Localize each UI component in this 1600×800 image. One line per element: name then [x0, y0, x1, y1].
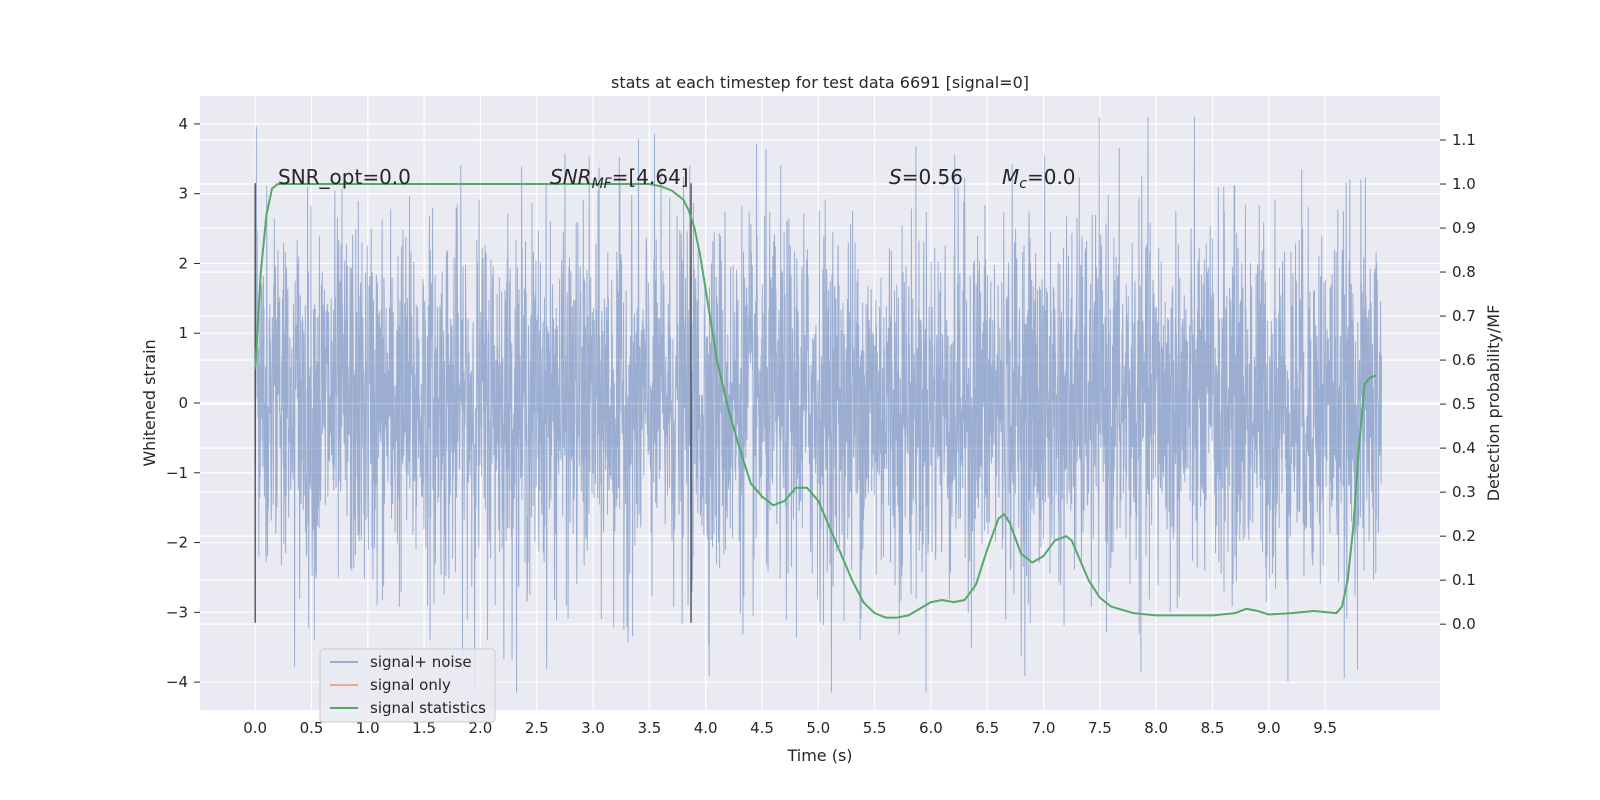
x-tick-label: 2.0 — [469, 719, 493, 737]
y2-tick-label: 0.0 — [1452, 615, 1476, 633]
y-tick-label: −1 — [166, 464, 188, 482]
annotations: SNR_opt=0.0 SNRMF=[4.64] S=0.56 Mc=0.0 — [278, 165, 1076, 192]
legend-label-stats: signal statistics — [370, 699, 486, 717]
chart-title: stats at each timestep for test data 669… — [611, 73, 1029, 92]
legend-label-noise: signal+ noise — [370, 653, 472, 671]
x-tick-label: 8.0 — [1144, 719, 1168, 737]
x-tick-label: 7.5 — [1088, 719, 1112, 737]
x-tick-label: 0.0 — [243, 719, 267, 737]
y2-tick-label: 0.8 — [1452, 263, 1476, 281]
legend-box — [319, 648, 496, 723]
annotation-s: S=0.56 — [889, 165, 963, 189]
stats-series — [254, 183, 1377, 619]
x-tick-label: 6.0 — [919, 719, 943, 737]
y2-tick-label: 0.9 — [1452, 219, 1476, 237]
x-tick-label: 2.5 — [525, 719, 549, 737]
y-tick-label: 3 — [178, 185, 188, 203]
vertical-markers — [254, 183, 692, 623]
x-tick-label: 1.0 — [356, 719, 380, 737]
axis-ticks: 0.0 0.5 1.0 1.5 2.0 2.5 3.0 3.5 4.0 4.5 5.0 5.5 6.0 6… — [166, 115, 1476, 737]
y2-tick-label: 0.6 — [1452, 351, 1476, 369]
legend-label-signal: signal only — [370, 676, 451, 694]
x-tick-label: 3.5 — [637, 719, 661, 737]
y2-tick-label: 0.2 — [1452, 527, 1476, 545]
y2-tick-label: 1.0 — [1452, 175, 1476, 193]
y-tick-label: 2 — [178, 254, 188, 272]
noise-series — [254, 116, 1382, 693]
y-tick-label: −4 — [166, 673, 188, 691]
x-tick-label: 7.0 — [1032, 719, 1056, 737]
x-tick-label: 9.0 — [1257, 719, 1281, 737]
y2-axis-label: Detection probability/MF — [1484, 305, 1503, 502]
y-tick-label: 1 — [178, 324, 188, 342]
x-tick-label: 5.5 — [863, 719, 887, 737]
y-tick-label: −3 — [166, 603, 188, 621]
x-axis-label: Time (s) — [786, 746, 852, 765]
legend: signal+ noise signal only signal statist… — [319, 648, 496, 723]
annotation-snr-opt: SNR_opt=0.0 — [278, 165, 411, 189]
y2-tick-label: 0.4 — [1452, 439, 1476, 457]
y2-tick-label: 0.5 — [1452, 395, 1476, 413]
x-tick-label: 9.5 — [1313, 719, 1337, 737]
y-tick-label: 4 — [178, 115, 188, 133]
x-tick-label: 1.5 — [412, 719, 436, 737]
y-tick-label: 0 — [178, 394, 188, 412]
y2-tick-label: 0.7 — [1452, 307, 1476, 325]
x-tick-label: 0.5 — [300, 719, 324, 737]
y-axis-label: Whitened strain — [140, 339, 159, 466]
x-tick-label: 8.5 — [1201, 719, 1225, 737]
stats-line — [254, 183, 1377, 619]
x-tick-label: 4.0 — [694, 719, 718, 737]
y2-tick-label: 0.3 — [1452, 483, 1476, 501]
x-tick-label: 6.5 — [975, 719, 999, 737]
annotation-snr-mf: SNRMF=[4.64] — [550, 165, 689, 192]
noise-line — [254, 116, 1382, 693]
x-tick-label: 3.0 — [581, 719, 605, 737]
annotation-mc: Mc=0.0 — [1002, 165, 1076, 192]
y-tick-label: −2 — [166, 534, 188, 552]
y2-tick-label: 0.1 — [1452, 571, 1476, 589]
x-tick-label: 5.0 — [806, 719, 830, 737]
x-tick-label: 4.5 — [750, 719, 774, 737]
y2-tick-label: 1.1 — [1452, 131, 1476, 149]
